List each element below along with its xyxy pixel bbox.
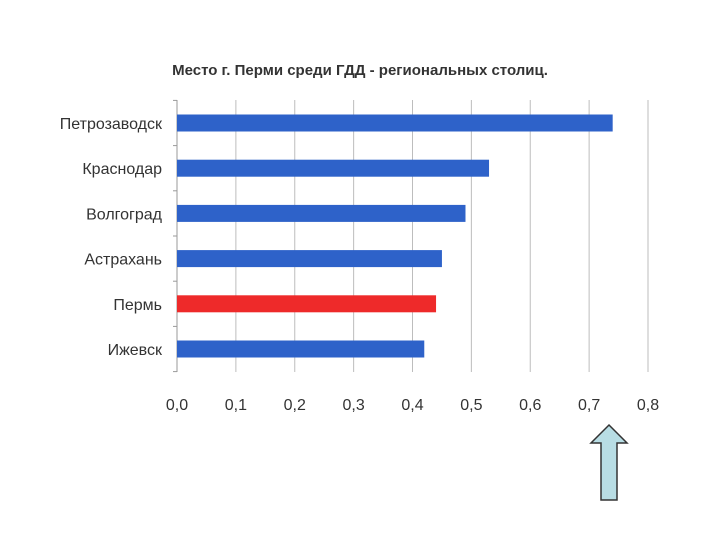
x-tick-label: 0,4 <box>401 397 423 414</box>
category-labels: Петрозаводск Краснодар Волгоград Астрахань П… <box>60 116 163 359</box>
x-tick-label: 0,6 <box>519 397 541 414</box>
x-tick-label: 0,8 <box>637 397 659 414</box>
x-tick-label: 0,2 <box>284 397 306 414</box>
bar-5 <box>177 295 437 313</box>
bar-1 <box>177 114 613 132</box>
category-label: Астрахань <box>84 252 162 269</box>
up-arrow-icon <box>589 423 629 501</box>
grid-lines <box>173 99 649 373</box>
category-label: Краснодар <box>82 161 162 178</box>
x-tick-label: 0,3 <box>343 397 365 414</box>
x-tick-labels: 0,0 0,1 0,2 0,3 0,4 0,5 0,6 0,7 0,8 <box>166 397 659 414</box>
category-label: Ижевск <box>108 342 163 359</box>
x-tick-label: 0,0 <box>166 397 188 414</box>
bar-2 <box>177 159 490 177</box>
category-label: Пермь <box>113 297 162 314</box>
bars <box>177 114 613 358</box>
bar-4 <box>177 250 442 268</box>
chart-title: Место г. Перми среди ГДД - региональных … <box>172 62 548 79</box>
x-tick-label: 0,5 <box>460 397 482 414</box>
bar-6 <box>177 340 425 358</box>
bar-3 <box>177 204 466 222</box>
x-tick-label: 0,7 <box>578 397 600 414</box>
category-label: Волгоград <box>86 206 163 223</box>
x-tick-label: 0,1 <box>225 397 247 414</box>
category-label: Петрозаводск <box>60 116 163 133</box>
